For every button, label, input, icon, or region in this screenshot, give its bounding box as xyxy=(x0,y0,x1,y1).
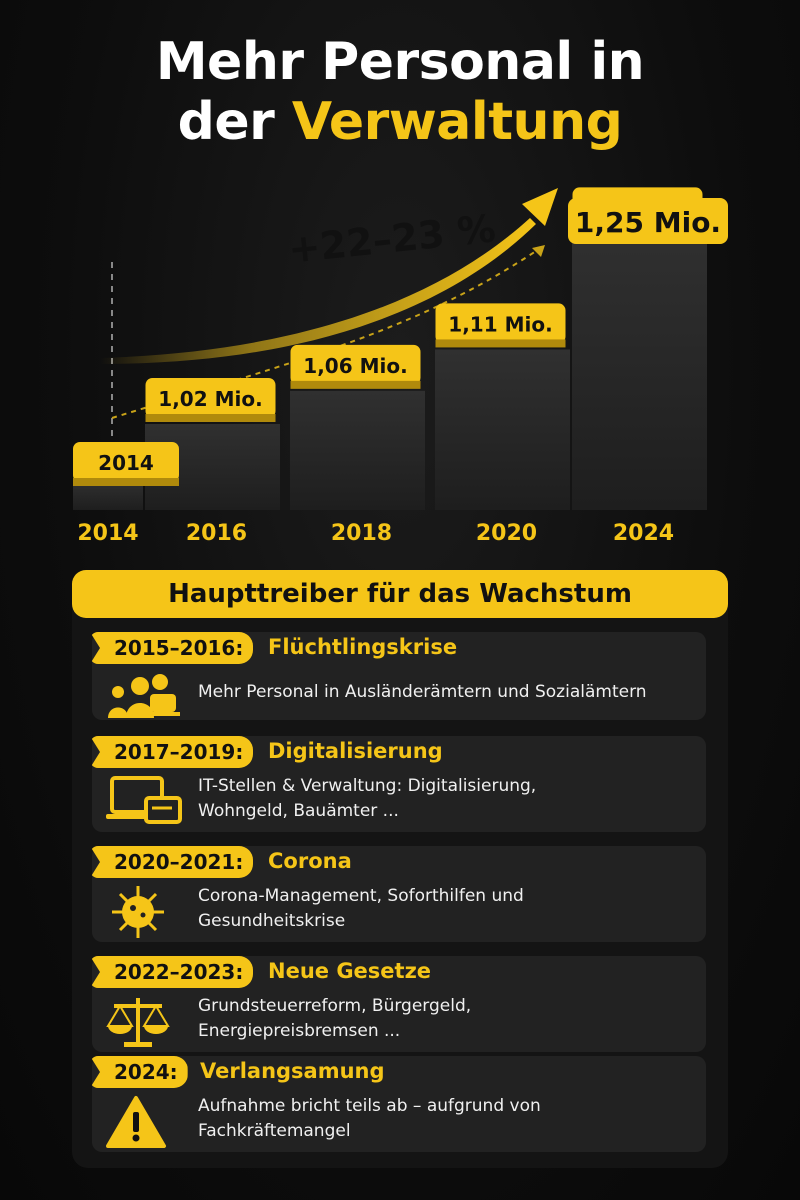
driver-topic: Digitalisierung xyxy=(268,739,443,763)
data-label-box-2016 xyxy=(145,378,276,418)
top-label-box xyxy=(568,198,728,244)
driver-description-line: Mehr Personal in Ausländerämtern und Soz… xyxy=(198,682,647,702)
data-label-edge-2016 xyxy=(145,414,276,422)
data-label-edge-2020 xyxy=(435,339,566,348)
bar-2020 xyxy=(435,349,570,510)
driver-description-line: Gesundheitskrise xyxy=(198,911,346,931)
driver-topic: Flüchtlingskrise xyxy=(268,635,458,659)
labels-group: 2014 2014 1,02 Mio. 2016 1,06 Mio. 2018 1,11 M… xyxy=(73,187,728,546)
driver-years: 2022–2023: xyxy=(90,956,254,988)
bar-2018 xyxy=(290,390,425,510)
bar-2014 xyxy=(73,482,143,510)
x-tick-2024: 2024 xyxy=(613,521,674,546)
driver-topic: Verlangsamung xyxy=(200,1059,385,1083)
bars-group xyxy=(73,233,707,510)
data-label-2018: 1,06 Mio. xyxy=(303,354,407,378)
data-label-2014: 2014 xyxy=(98,451,154,475)
driver-description: IT-Stellen & Verwaltung: Digitalisierung… xyxy=(198,774,536,824)
data-label-edge-2014 xyxy=(73,478,179,486)
driver-card: 2017–2019: Digitalisierung IT-Stellen & Ve… xyxy=(90,736,706,834)
data-label-box-2018 xyxy=(290,344,421,385)
data-label-2016: 1,02 Mio. xyxy=(158,387,262,411)
driver-description-line: Energiepreisbremsen ... xyxy=(198,1021,401,1041)
x-tick-2020: 2020 xyxy=(476,521,537,546)
top-label: 1,25 Mio. xyxy=(575,206,721,239)
title-line-2-plain: der xyxy=(177,92,292,152)
x-tick-2016: 2016 xyxy=(186,521,247,546)
driver-card: 2024: Verlangsamung Aufnahme bricht teils … xyxy=(90,1056,706,1154)
driver-years: 2020–2021: xyxy=(90,846,254,878)
data-label-edge-2018 xyxy=(290,380,421,389)
growth-arrow xyxy=(100,218,536,364)
scales-icon xyxy=(106,994,186,1054)
page-title: Mehr Personal in der Verwaltung xyxy=(0,32,800,152)
driver-description: Corona-Management, Soforthilfen und Gesun… xyxy=(198,884,524,934)
data-label-box-2020 xyxy=(435,303,566,344)
driver-card: 2020–2021: Corona Corona-Management, Sofor… xyxy=(90,846,706,944)
trend-dashed-arrow-head xyxy=(532,245,545,257)
bar-2024 xyxy=(572,233,707,510)
title-line-2: der Verwaltung xyxy=(0,92,800,152)
title-line-1: Mehr Personal in xyxy=(155,32,645,92)
driver-description-line: Wohngeld, Bauämter ... xyxy=(198,801,399,821)
warning-icon xyxy=(106,1094,186,1154)
driver-description: Mehr Personal in Ausländerämtern und Soz… xyxy=(198,680,647,705)
virus-icon xyxy=(106,884,186,944)
driver-description-line: Aufnahme bricht teils ab – aufgrund von xyxy=(198,1096,541,1116)
computer-icon xyxy=(106,774,186,834)
data-label-2020: 1,11 Mio. xyxy=(448,312,552,336)
driver-card: 2022–2023: Neue Gesetze Grundsteuerreform,… xyxy=(90,956,706,1054)
drivers-header: Haupttreiber für das Wachstum xyxy=(72,570,728,618)
title-line-2-accent: Verwaltung xyxy=(291,92,623,152)
growth-arrow-head xyxy=(522,188,558,226)
driver-description-line: Corona-Management, Soforthilfen und xyxy=(198,886,524,906)
driver-card: 2015–2016: Flüchtlingskrise Mehr Personal … xyxy=(90,632,706,720)
driver-topic: Neue Gesetze xyxy=(268,959,432,983)
driver-description-line: IT-Stellen & Verwaltung: Digitalisierung… xyxy=(198,776,537,796)
driver-years: 2015–2016: xyxy=(90,632,254,664)
growth-label: +22–23 % xyxy=(286,206,497,271)
driver-topic: Corona xyxy=(268,849,352,873)
driver-description-line: Grundsteuerreform, Bürgergeld, xyxy=(198,996,472,1016)
x-tick-2014: 2014 xyxy=(77,521,138,546)
data-label-box-2014 xyxy=(73,442,179,482)
driver-description-line: Fachkräftemangel xyxy=(198,1121,351,1141)
trend-dashed-arrow xyxy=(111,244,546,419)
driver-years: 2017–2019: xyxy=(90,736,254,768)
driver-description: Grundsteuerreform, Bürgergeld, Energiepre… xyxy=(198,994,471,1044)
people-icon xyxy=(106,672,186,732)
x-tick-2018: 2018 xyxy=(331,521,392,546)
driver-description: Aufnahme bricht teils ab – aufgrund von F… xyxy=(198,1094,541,1144)
driver-years: 2024: xyxy=(90,1056,188,1088)
